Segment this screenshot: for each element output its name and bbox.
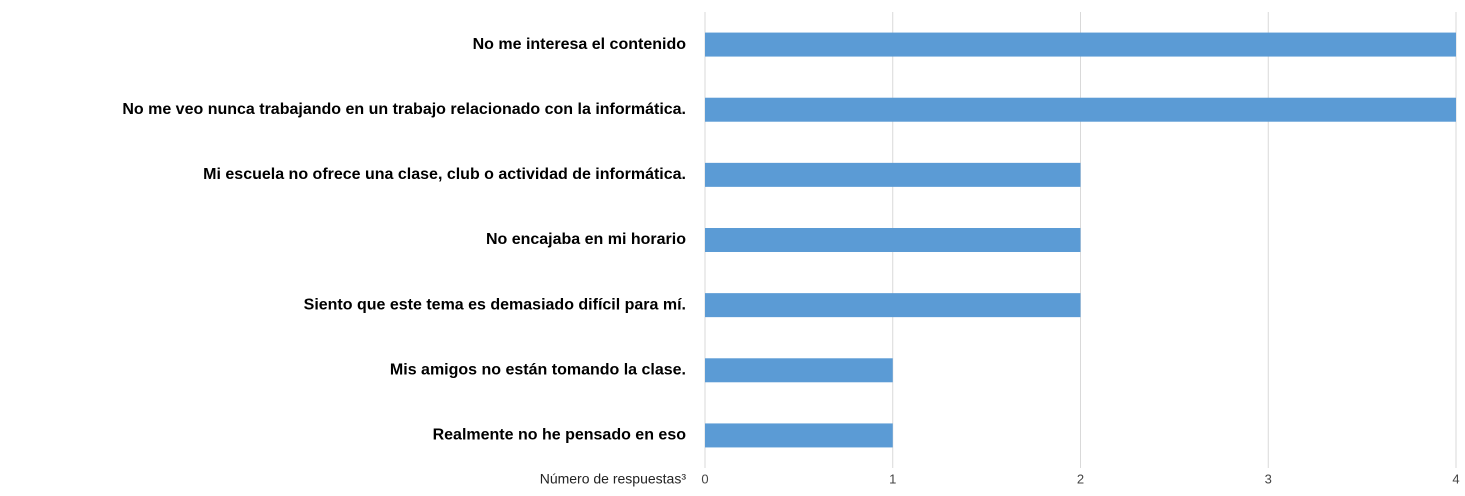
bar (705, 293, 1081, 318)
y-tick-label: Siento que este tema es demasiado difíci… (304, 296, 686, 313)
bar (705, 358, 893, 383)
bar (705, 97, 1456, 122)
x-tick-label: 1 (889, 471, 896, 486)
y-tick-label: No me interesa el contenido (473, 36, 687, 53)
y-tick-label: No me veo nunca trabajando en un trabajo… (122, 101, 686, 118)
bar (705, 162, 1081, 187)
y-tick-label: No encajaba en mi horario (486, 231, 686, 248)
x-tick-label: 0 (701, 471, 708, 486)
x-tick-label: 4 (1452, 471, 1459, 486)
y-tick-label: Mis amigos no están tomando la clase. (390, 362, 686, 379)
x-tick-label: 3 (1265, 471, 1272, 486)
y-tick-label: Mi escuela no ofrece una clase, club o a… (203, 166, 686, 183)
x-tick-label: 2 (1077, 471, 1084, 486)
x-axis-label: Número de respuestas³ (540, 471, 687, 487)
bar (705, 228, 1081, 252)
y-tick-label: Realmente no he pensado en eso (433, 427, 687, 444)
bar (705, 423, 893, 448)
bar (705, 32, 1456, 57)
